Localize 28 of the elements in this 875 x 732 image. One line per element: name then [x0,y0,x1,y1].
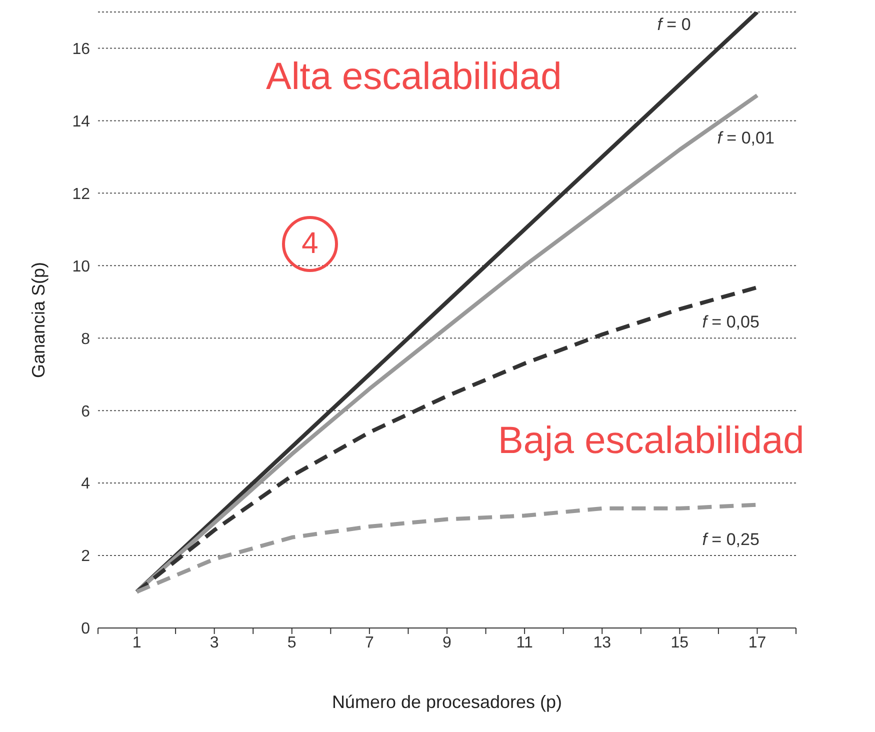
x-tick-label: 11 [516,634,533,652]
y-tick-label: 12 [72,186,90,203]
y-tick-label: 6 [81,403,90,420]
y-tick-label: 14 [72,113,90,130]
x-tick-label: 9 [442,634,452,652]
y-tick-label: 8 [81,330,90,348]
y-tick-label: 10 [72,258,90,276]
x-axis-title: Número de procesadores (p) [332,692,562,712]
x-tick-label: 13 [593,634,612,652]
annotation: 4 [302,227,318,261]
x-tick-label: 3 [210,634,219,652]
y-axis-title: Ganancia S(p) [28,262,48,378]
y-tick-label: 2 [81,548,90,566]
x-tick-label: 15 [670,634,689,652]
y-tick-label: 0 [81,620,90,638]
annotation: Baja escalabilidad [498,420,804,463]
circled-number: 4 [282,216,338,272]
series-label: f = 0 [657,15,691,34]
x-tick-label: 5 [287,634,296,652]
y-tick-label: 16 [72,40,90,58]
series-label: f = 0,01 [717,128,774,148]
y-tick-label: 4 [81,476,90,493]
series-label: f = 0,25 [702,530,760,549]
x-tick-label: 7 [364,634,374,652]
annotation: Alta escalabilidad [266,56,562,99]
series-label: f = 0,05 [702,312,760,332]
x-tick-label: 1 [132,634,142,652]
x-tick-label: 17 [748,634,766,652]
